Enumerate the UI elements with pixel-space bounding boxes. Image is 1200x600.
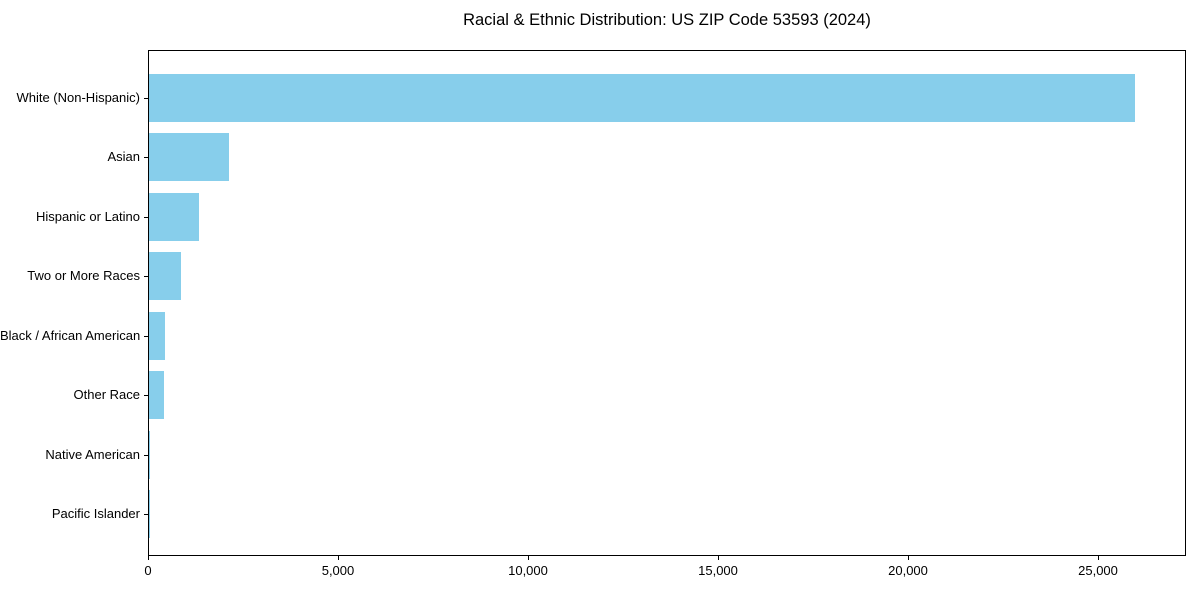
y-tick-mark bbox=[144, 335, 148, 337]
bar bbox=[149, 133, 229, 182]
x-tick-label: 10,000 bbox=[508, 563, 548, 578]
y-tick-mark bbox=[144, 157, 148, 159]
category-label: Pacific Islander bbox=[51, 506, 140, 521]
bar bbox=[149, 311, 165, 360]
x-tick-label: 15,000 bbox=[698, 563, 738, 578]
y-tick-mark bbox=[144, 98, 148, 99]
category-label: Black / African American bbox=[0, 327, 141, 343]
x-tick-label: 0 bbox=[144, 563, 152, 578]
category-label: Two or More Races bbox=[27, 268, 140, 284]
bar bbox=[149, 192, 200, 241]
x-tick-mark bbox=[148, 556, 149, 560]
category-label: Other Race bbox=[73, 387, 140, 403]
bar bbox=[149, 430, 151, 479]
x-tick-mark bbox=[338, 556, 339, 560]
category-label: White (Non-Hispanic) bbox=[16, 90, 140, 105]
x-tick-label: 25,000 bbox=[1078, 563, 1118, 578]
x-tick-mark bbox=[528, 556, 529, 560]
bar bbox=[149, 371, 165, 420]
x-tick-label: 5,000 bbox=[321, 563, 355, 578]
x-tick-mark bbox=[1098, 556, 1100, 560]
x-tick-mark bbox=[908, 556, 910, 560]
y-tick-mark bbox=[144, 276, 148, 278]
category-label: Asian bbox=[107, 149, 140, 165]
x-tick-label: 20,000 bbox=[888, 563, 928, 578]
bar bbox=[149, 252, 182, 301]
bar bbox=[149, 74, 1136, 122]
category-label: Native American bbox=[45, 446, 140, 462]
plot-area bbox=[148, 50, 1186, 556]
chart-title: Racial & Ethnic Distribution: US ZIP Cod… bbox=[463, 11, 871, 29]
y-tick-mark bbox=[144, 395, 148, 397]
category-label: Hispanic or Latino bbox=[35, 208, 140, 224]
x-tick-mark bbox=[718, 556, 720, 560]
y-tick-mark bbox=[144, 216, 148, 218]
y-tick-mark bbox=[144, 454, 148, 456]
y-tick-mark bbox=[144, 514, 148, 515]
